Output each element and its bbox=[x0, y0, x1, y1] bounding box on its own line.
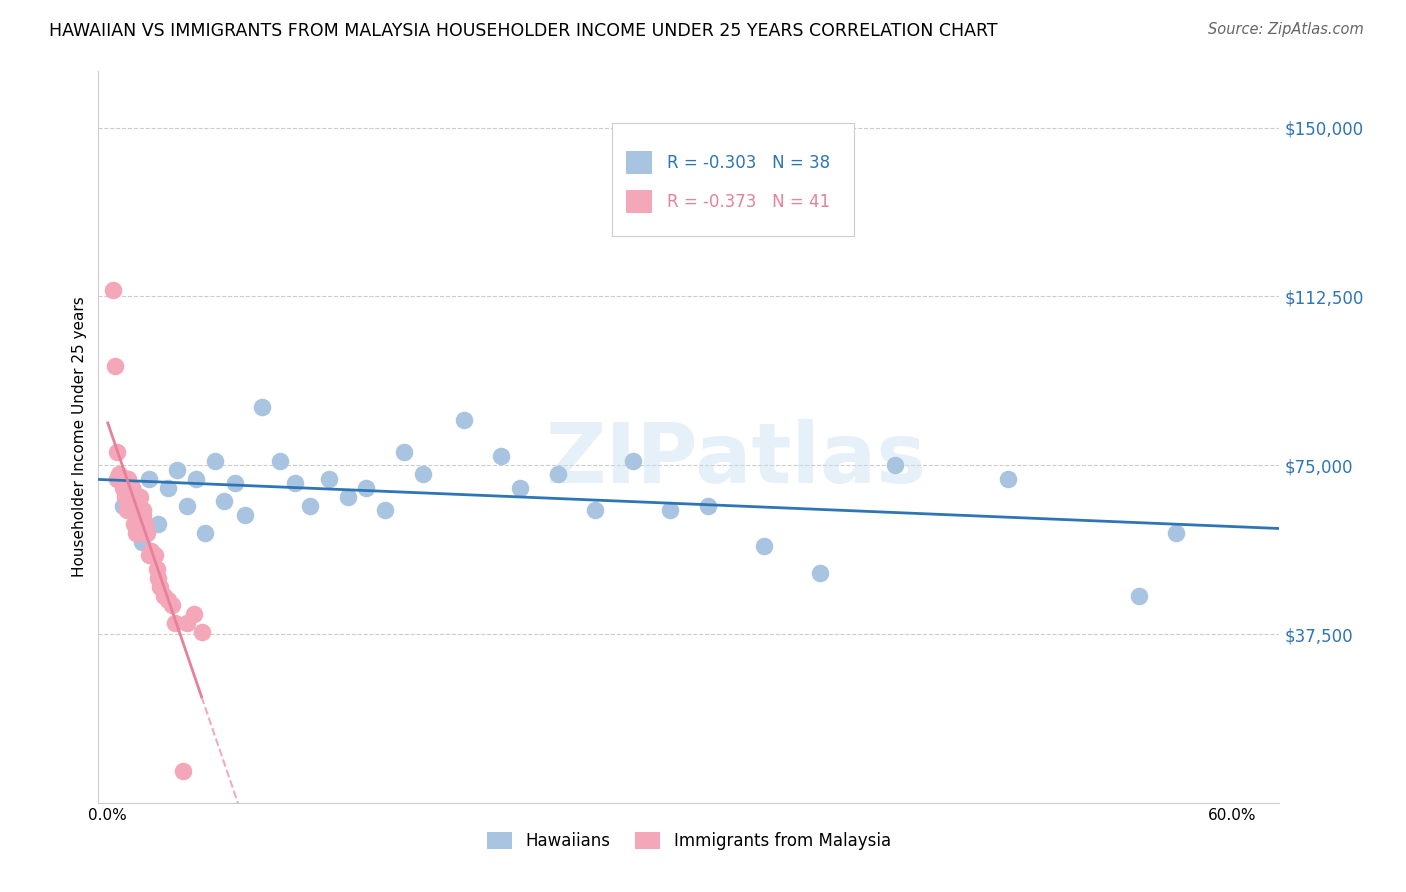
Point bbox=[125, 508, 148, 522]
Point bbox=[184, 472, 207, 486]
Point bbox=[121, 481, 143, 495]
Point bbox=[103, 283, 125, 297]
Point bbox=[105, 472, 128, 486]
Point bbox=[176, 499, 198, 513]
Point bbox=[104, 359, 127, 374]
Text: HAWAIIAN VS IMMIGRANTS FROM MALAYSIA HOUSEHOLDER INCOME UNDER 25 YEARS CORRELATI: HAWAIIAN VS IMMIGRANTS FROM MALAYSIA HOU… bbox=[49, 22, 998, 40]
Point bbox=[194, 525, 217, 540]
Point bbox=[1166, 525, 1188, 540]
Point bbox=[156, 481, 179, 495]
Point bbox=[1128, 589, 1150, 603]
Point bbox=[138, 472, 160, 486]
Point bbox=[127, 512, 149, 526]
Text: R = -0.303   N = 38: R = -0.303 N = 38 bbox=[666, 153, 830, 172]
Point bbox=[299, 499, 322, 513]
Point bbox=[153, 589, 176, 603]
Point bbox=[148, 516, 170, 531]
Point bbox=[166, 463, 188, 477]
Point bbox=[136, 525, 159, 540]
Point bbox=[752, 539, 775, 553]
Point bbox=[547, 467, 569, 482]
Point bbox=[121, 481, 143, 495]
Point bbox=[156, 593, 179, 607]
Point bbox=[138, 548, 160, 562]
Bar bbox=[612, 122, 855, 235]
Point bbox=[145, 562, 167, 576]
Point bbox=[808, 566, 831, 581]
Point bbox=[105, 444, 128, 458]
Point bbox=[115, 503, 138, 517]
Point bbox=[392, 444, 415, 458]
Point bbox=[139, 543, 162, 558]
Point bbox=[250, 400, 273, 414]
Point bbox=[122, 490, 145, 504]
Point bbox=[884, 458, 907, 473]
Point bbox=[134, 516, 156, 531]
Bar bbox=[626, 190, 652, 213]
Legend: Hawaiians, Immigrants from Malaysia: Hawaiians, Immigrants from Malaysia bbox=[481, 825, 897, 856]
Text: R = -0.373   N = 41: R = -0.373 N = 41 bbox=[666, 193, 830, 211]
Point bbox=[131, 534, 153, 549]
Point bbox=[111, 499, 134, 513]
Point bbox=[115, 472, 138, 486]
Point bbox=[659, 503, 682, 517]
Point bbox=[122, 516, 145, 531]
Point bbox=[269, 453, 291, 467]
Point bbox=[212, 494, 235, 508]
Point bbox=[997, 472, 1019, 486]
Point bbox=[491, 449, 513, 463]
Text: ZIPatlas: ZIPatlas bbox=[546, 418, 927, 500]
Point bbox=[176, 615, 198, 630]
Point bbox=[621, 453, 644, 467]
Point bbox=[143, 548, 166, 562]
Point bbox=[128, 525, 150, 540]
Point bbox=[114, 490, 136, 504]
Point bbox=[190, 624, 212, 639]
Point bbox=[111, 481, 134, 495]
Point bbox=[318, 472, 340, 486]
Point bbox=[132, 508, 155, 522]
Point bbox=[204, 453, 226, 467]
Point bbox=[165, 615, 187, 630]
Point bbox=[110, 472, 132, 486]
Point bbox=[696, 499, 718, 513]
Point bbox=[131, 525, 153, 540]
Bar bbox=[626, 151, 652, 175]
Point bbox=[121, 503, 143, 517]
Point bbox=[148, 571, 170, 585]
Point bbox=[120, 503, 142, 517]
Point bbox=[125, 525, 148, 540]
Point bbox=[160, 598, 183, 612]
Point bbox=[509, 481, 531, 495]
Point bbox=[233, 508, 256, 522]
Point bbox=[374, 503, 396, 517]
Point bbox=[108, 467, 131, 482]
Point bbox=[132, 503, 155, 517]
Point bbox=[412, 467, 434, 482]
Point bbox=[583, 503, 606, 517]
Y-axis label: Householder Income Under 25 years: Householder Income Under 25 years bbox=[72, 297, 87, 577]
Text: Source: ZipAtlas.com: Source: ZipAtlas.com bbox=[1208, 22, 1364, 37]
Point bbox=[183, 607, 205, 621]
Point bbox=[356, 481, 378, 495]
Point bbox=[336, 490, 359, 504]
Point bbox=[128, 490, 150, 504]
Point bbox=[284, 476, 307, 491]
Point bbox=[149, 580, 172, 594]
Point bbox=[117, 472, 139, 486]
Point bbox=[172, 764, 194, 779]
Point bbox=[117, 490, 139, 504]
Point bbox=[453, 413, 475, 427]
Point bbox=[224, 476, 246, 491]
